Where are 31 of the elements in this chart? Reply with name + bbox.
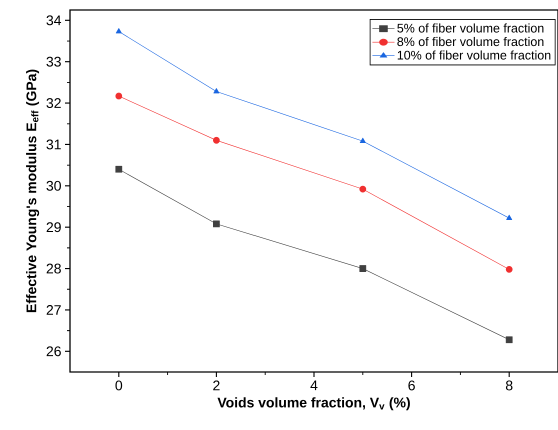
x-tick-label: 6	[408, 380, 415, 390]
point	[116, 28, 122, 34]
y-tick-label: 28	[46, 264, 61, 274]
point	[115, 166, 122, 173]
point	[360, 138, 366, 143]
y-tick-label: 33	[46, 56, 61, 67]
x-tick-label: 0	[115, 380, 122, 390]
point	[359, 265, 366, 272]
point	[213, 88, 220, 94]
y-tick-label: 34	[46, 15, 62, 26]
legend-label: 5% of fiber volume fraction	[397, 23, 544, 33]
y-tick-label: 27	[46, 305, 61, 315]
y-tick-label: 30	[46, 180, 61, 191]
y-tick-label: 29	[46, 222, 61, 232]
point	[213, 220, 220, 228]
y-axis-title: Effective Young's modulus E$_{eff}$ (GPa)	[26, 70, 40, 312]
point	[115, 92, 122, 100]
x-axis-title: Voids volume fraction, V$_{v}$ (%)	[217, 397, 410, 410]
x-tick-label: 8	[506, 380, 512, 390]
point	[213, 136, 220, 144]
legend-label: 8% of fiber volume fraction	[397, 36, 544, 46]
x-tick-label: 4	[310, 380, 318, 390]
y-tick-label: 26	[46, 346, 61, 356]
point	[506, 336, 513, 344]
point	[506, 214, 512, 220]
y-tick-label: 31	[46, 140, 61, 150]
x-tick-label: 2	[213, 380, 220, 390]
point	[359, 186, 366, 193]
point	[506, 266, 513, 273]
legend-label: 10% of fiber volume fraction	[398, 50, 550, 60]
y-tick-label: 32	[46, 98, 61, 108]
